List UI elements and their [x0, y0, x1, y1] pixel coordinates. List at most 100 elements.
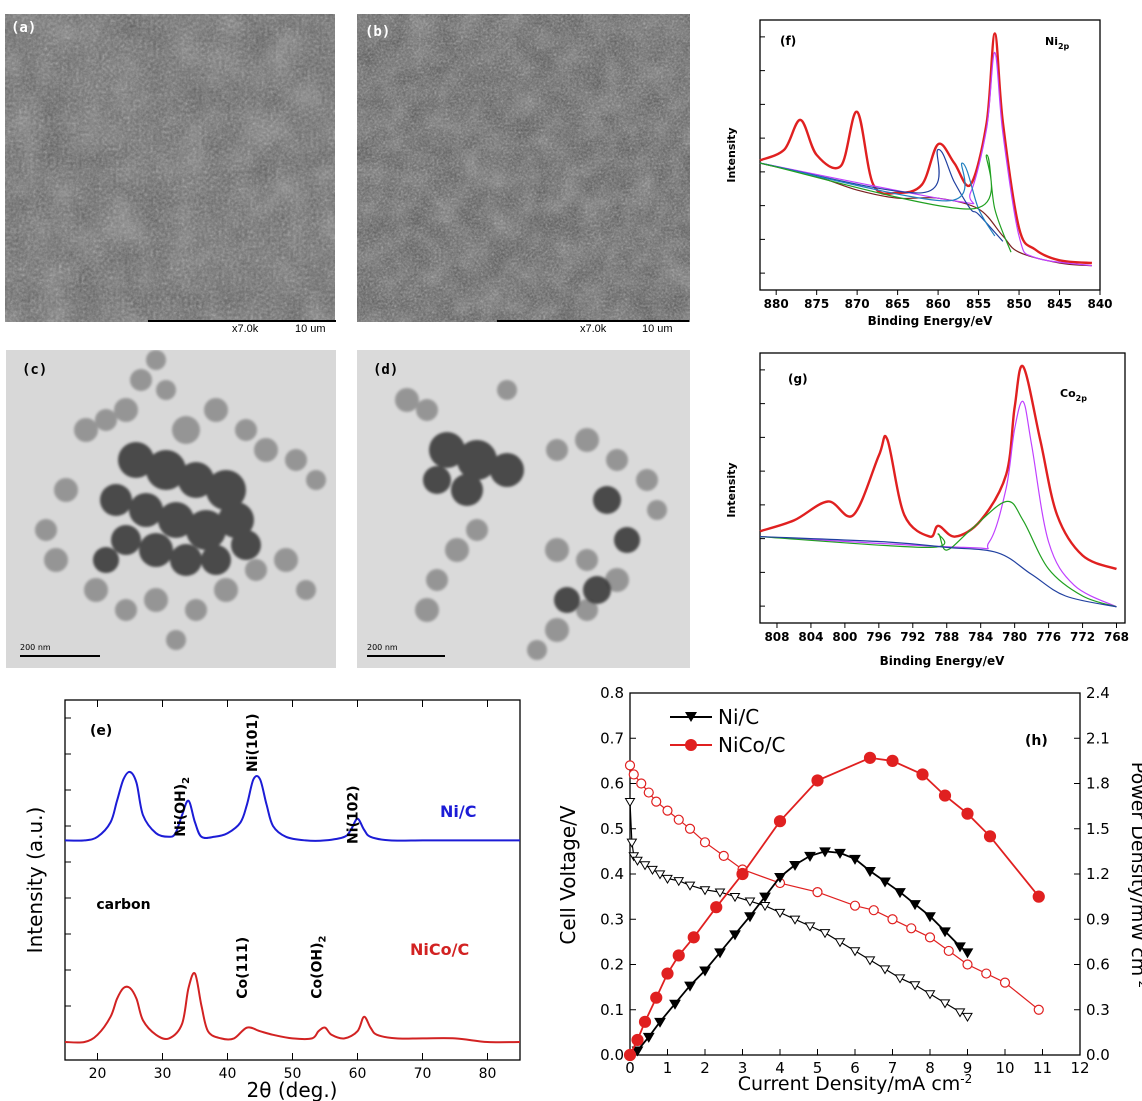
point-h-3-6 [687, 931, 700, 944]
point-h-0-23 [894, 974, 906, 984]
x-tick-label-g-6: 784 [968, 630, 993, 644]
point-h-0-22 [879, 965, 891, 975]
x-tick-label-g-3: 796 [866, 630, 891, 644]
y-tick-label-h-0: 0.0 [600, 1046, 624, 1064]
mag-b: x7.0k [580, 323, 607, 335]
scale-d: 200 nm [367, 643, 398, 652]
xlabel-e: 2θ (deg.) [247, 1078, 338, 1101]
point-h-3-1 [631, 1033, 644, 1047]
ylabel-f: Intensity [725, 127, 738, 182]
point-h-3-2 [638, 1015, 652, 1028]
x-tick-label-h-6: 6 [850, 1059, 860, 1077]
point-h-0-3 [632, 856, 643, 866]
series-g-3 [759, 536, 1117, 608]
point-h-0-1 [626, 838, 638, 848]
series-f-0 [759, 32, 1092, 265]
point-h-2-23 [961, 948, 974, 959]
panel-label-a: (a) [11, 20, 37, 36]
legend-text-nicoc: NiCo/C [718, 733, 785, 757]
y-tick-label-h-1: 0.1 [600, 1001, 624, 1019]
ylabel-e: Intensity (a.u.) [23, 807, 47, 954]
point-h-2-10 [774, 873, 786, 884]
point-h-2-13 [819, 847, 831, 858]
y2-tick-label-h-7: 2.1 [1086, 729, 1110, 747]
x-tick-label-h-0: 0 [625, 1059, 635, 1077]
series-line-h-2 [636, 850, 969, 1052]
point-h-2-12 [804, 851, 816, 862]
y2-tick-label-h-4: 1.2 [1086, 865, 1110, 883]
series-e-0 [64, 770, 520, 842]
point-h-0-26 [939, 999, 951, 1009]
series-f-3 [759, 149, 1004, 242]
point-h-0-24 [909, 981, 921, 991]
element-label-g: Co2p [1060, 387, 1087, 403]
x-tick-label-e-2: 40 [219, 1066, 237, 1082]
plot-frame-h [629, 692, 1081, 1056]
point-h-3-3 [650, 991, 663, 1004]
point-h-0-25 [924, 990, 936, 1000]
panel-label-c: (c) [22, 362, 48, 378]
y2-tick-label-h-6: 1.8 [1086, 775, 1110, 793]
scalebar-b [497, 320, 689, 322]
x-tick-label-f-1: 875 [804, 297, 829, 311]
xps-co2p-chart: 808 804 800 796 792 788 784 780 776 772 768 (g) Co… [725, 352, 1129, 668]
legend-marker-nicoc [685, 739, 697, 751]
xps-ni2p-chart: 880 875 870 865 860 855 850 845 840 (f) Ni2p Int… [725, 19, 1113, 328]
x-tick-label-g-9: 772 [1070, 630, 1095, 644]
mag-a: x7.0k [232, 323, 259, 335]
series-f-2 [759, 51, 1092, 267]
point-h-3-11 [863, 751, 877, 764]
legend-marker-nic [685, 712, 697, 722]
point-h-3-5 [672, 949, 685, 962]
x-tick-label-e-1: 30 [154, 1066, 172, 1082]
scale-a: 10 um [295, 323, 326, 335]
point-h-3-17 [1032, 890, 1045, 903]
x-tick-label-h-10: 10 [995, 1059, 1014, 1077]
x-tick-label-h-9: 9 [963, 1059, 973, 1077]
point-h-3-7 [710, 901, 723, 914]
point-h-0-21 [864, 956, 876, 966]
point-h-1-13 [849, 900, 861, 911]
point-h-2-16 [864, 866, 876, 877]
point-h-3-8 [736, 867, 749, 881]
point-h-3-0 [623, 1048, 637, 1062]
y2-tick-label-h-5: 1.5 [1086, 820, 1110, 838]
point-h-3-12 [886, 754, 899, 767]
point-h-2-22 [954, 942, 966, 953]
ylabel-g: Intensity [725, 462, 738, 517]
series-f-5 [759, 154, 1012, 253]
point-h-1-4 [651, 796, 662, 807]
point-h-0-5 [647, 865, 658, 875]
x-tick-label-f-7: 845 [1047, 297, 1072, 311]
point-h-1-8 [699, 837, 711, 848]
series-e-1 [64, 972, 521, 1044]
panel-label-g: (g) [788, 372, 808, 386]
panel-label-h: (h) [1025, 733, 1048, 749]
x-tick-label-g-8: 776 [1036, 630, 1061, 644]
x-tick-label-g-2: 800 [832, 630, 857, 644]
point-h-0-7 [662, 874, 673, 885]
x-tick-label-e-5: 70 [414, 1066, 432, 1082]
point-h-0-2 [628, 852, 640, 862]
point-h-1-20 [981, 968, 992, 979]
point-h-2-14 [834, 848, 846, 859]
legend-h: Ni/C NiCo/C [670, 705, 785, 757]
panel-label-b: (b) [365, 24, 391, 40]
point-h-1-17 [924, 932, 936, 943]
point-h-1-16 [906, 923, 917, 934]
plot-frame-e [64, 699, 521, 1061]
series-g-0 [759, 364, 1117, 571]
x-tick-label-f-5: 855 [966, 297, 991, 311]
point-h-1-21 [999, 977, 1011, 988]
series-g-1 [759, 400, 1117, 608]
x-tick-label-e-0: 20 [89, 1066, 107, 1082]
x-tick-label-f-6: 850 [1007, 297, 1032, 311]
point-h-0-27 [954, 1008, 966, 1018]
annotation-e-0: carbon [96, 897, 150, 913]
point-h-2-8 [744, 912, 756, 923]
point-h-2-4 [684, 981, 696, 992]
point-h-2-20 [924, 912, 936, 923]
point-h-1-19 [962, 959, 973, 970]
x-tick-label-h-8: 8 [925, 1059, 935, 1077]
point-h-3-4 [661, 967, 674, 980]
